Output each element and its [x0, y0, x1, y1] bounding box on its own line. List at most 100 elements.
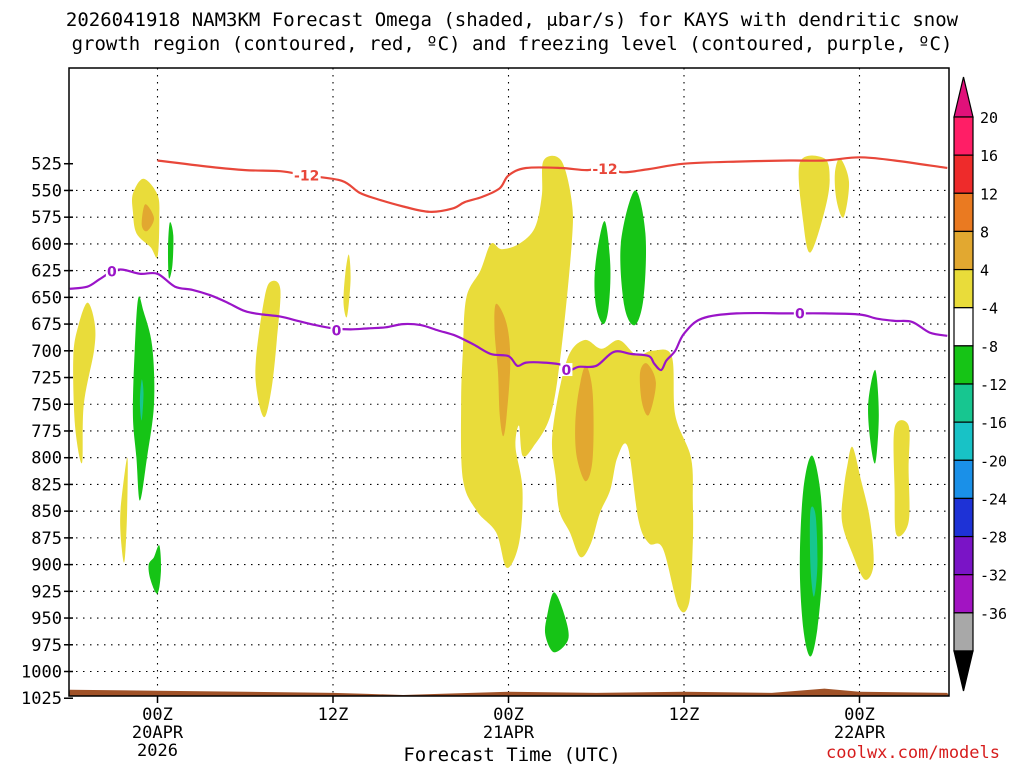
omega-region-4: [132, 296, 155, 501]
x-tick-label-40-1: 22APR: [834, 723, 886, 743]
omega-region-2: [141, 204, 155, 232]
y-tick-label-825: 825: [31, 475, 62, 495]
contour-label-0-0: -12: [294, 168, 319, 184]
y-tick-label-975: 975: [31, 636, 62, 656]
chart-title-line1: 2026041918 NAM3KM Forecast Omega (shaded…: [65, 9, 959, 31]
y-tick-label-525: 525: [31, 155, 62, 175]
colorbar-label-7: -12: [980, 376, 1007, 394]
colorbar-label-0: 20: [980, 109, 998, 127]
omega-region-6: [167, 222, 174, 279]
omega-region-7: [148, 545, 162, 594]
y-tick-label-775: 775: [31, 422, 62, 442]
colorbar-label-8: -16: [980, 414, 1007, 432]
colorbar: 20 16 12 8 4 -4 -8 -12 -16 -20 -24 -28 -32 -36: [953, 76, 1007, 692]
contour-label-bg-0-1: [591, 162, 620, 176]
omega-region-3: [120, 457, 128, 563]
contour-label-bg-1-3: [793, 306, 806, 320]
colorbar-segment-4: [953, 268, 974, 309]
y-axis: 525 550 575 600 625 650 675 700 725 750 775 800 825 8…: [21, 155, 73, 709]
colorbar-segment-7: [953, 383, 974, 423]
contour-label-bg-0-0: [292, 168, 321, 182]
omega-region-9: [343, 254, 351, 318]
contour-label-bg-1-0: [105, 264, 118, 278]
omega-region-16: [620, 190, 647, 326]
colorbar-label-9: -20: [980, 452, 1007, 470]
contour-label-bg-1-1: [330, 323, 343, 337]
terrain-fill: [69, 688, 949, 696]
omega-region-10: [460, 155, 573, 568]
contour-label-0-1: -12: [592, 162, 617, 178]
y-tick-label-650: 650: [31, 288, 62, 308]
colorbar-top-arrow: [953, 76, 974, 118]
omega-shading: [73, 155, 910, 657]
colorbar-segment-5: [953, 307, 974, 347]
y-tick-label-1025: 1025: [21, 689, 62, 709]
colorbar-label-4: 4: [980, 262, 989, 280]
y-tick-label-875: 875: [31, 529, 62, 549]
omega-region-0: [73, 302, 96, 464]
colorbar-segment-2: [953, 192, 974, 233]
colorbar-segment-1: [953, 154, 974, 194]
contour-label-1-3: 0: [795, 306, 805, 322]
omega-region-14: [639, 363, 656, 416]
y-tick-label-800: 800: [31, 449, 62, 469]
chart-title-line2: growth region (contoured, red, ºC) and f…: [71, 33, 953, 55]
y-tick-label-1000: 1000: [21, 663, 62, 683]
x-tick-label-20-1: 21APR: [483, 723, 535, 743]
omega-region-12: [551, 339, 694, 613]
colorbar-segment-13: [953, 612, 974, 652]
colorbar-segment-6: [953, 345, 974, 385]
colorbar-label-5: -4: [980, 300, 998, 318]
contours: -12 -12 0 0 0 0: [69, 156, 948, 379]
x-tick-label-0-1: 20APR: [132, 723, 184, 743]
y-tick-label-575: 575: [31, 208, 62, 228]
contour-line-1: [69, 268, 948, 372]
omega-region-18: [798, 155, 830, 253]
colorbar-segment-0: [953, 116, 974, 156]
y-tick-label-700: 700: [31, 342, 62, 362]
colorbar-label-10: -24: [980, 490, 1007, 508]
colorbar-bottom-arrow: [953, 650, 974, 692]
colorbar-label-6: -8: [980, 338, 998, 356]
omega-region-15: [594, 221, 611, 325]
y-tick-label-675: 675: [31, 315, 62, 335]
x-axis-label: Forecast Time (UTC): [403, 744, 621, 766]
colorbar-label-12: -32: [980, 567, 1007, 585]
x-tick-label-30-0: 12Z: [669, 705, 700, 725]
omega-region-17: [544, 592, 569, 653]
omega-region-23: [809, 506, 818, 597]
omega-region-8: [255, 280, 281, 418]
colorbar-segment-11: [953, 535, 974, 576]
y-tick-label-600: 600: [31, 235, 62, 255]
contour-label-1-1: 0: [332, 323, 342, 339]
contour-label-bg-1-2: [560, 363, 573, 377]
site-credit: coolwx.com/models: [826, 743, 1000, 763]
colorbar-label-1: 16: [980, 147, 998, 165]
omega-region-20: [841, 446, 874, 580]
y-tick-label-750: 750: [31, 395, 62, 415]
terrain: [69, 688, 949, 696]
x-tick-label-0-0: 00Z: [142, 705, 173, 725]
x-tick-label-40-0: 00Z: [844, 705, 875, 725]
colorbar-label-11: -28: [980, 529, 1007, 547]
y-tick-label-625: 625: [31, 262, 62, 282]
contour-label-1-0: 0: [107, 265, 117, 281]
omega-region-21: [893, 420, 910, 537]
colorbar-segment-10: [953, 497, 974, 538]
y-tick-label-925: 925: [31, 582, 62, 602]
omega-region-13: [575, 365, 594, 482]
y-tick-label-950: 950: [31, 609, 62, 629]
colorbar-label-13: -36: [980, 605, 1007, 623]
colorbar-label-3: 8: [980, 223, 989, 241]
y-tick-label-900: 900: [31, 556, 62, 576]
omega-region-19: [834, 158, 850, 218]
omega-region-24: [868, 369, 879, 464]
y-tick-label-850: 850: [31, 502, 62, 522]
y-tick-label-550: 550: [31, 181, 62, 201]
x-tick-label-0-2: 2026: [137, 741, 178, 761]
contour-label-1-2: 0: [562, 363, 572, 379]
colorbar-label-2: 12: [980, 185, 998, 203]
y-tick-label-725: 725: [31, 369, 62, 389]
